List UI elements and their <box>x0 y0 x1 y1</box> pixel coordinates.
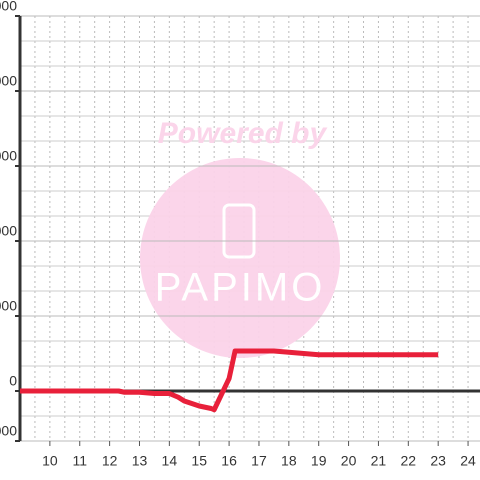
x-tick-label: 11 <box>72 453 87 469</box>
x-tick-label: 13 <box>132 453 148 469</box>
x-tick-label: 15 <box>191 453 207 469</box>
y-tick-label: -20,000 <box>0 423 17 439</box>
watermark-title: Powered by <box>158 117 328 150</box>
x-tick-label: 22 <box>401 453 417 469</box>
x-tick-label: 17 <box>251 453 267 469</box>
x-tick-label: 19 <box>311 453 327 469</box>
x-tick-label: 10 <box>42 453 58 469</box>
y-tick-label: 90,000 <box>0 148 17 164</box>
x-tick-label: 24 <box>460 453 476 469</box>
y-tick-label: 30,000 <box>0 298 17 314</box>
y-tick-label: 60,000 <box>0 223 17 239</box>
x-tick-label: 23 <box>430 453 446 469</box>
x-tick-label: 21 <box>371 453 387 469</box>
watermark-logo: PAPIMO <box>155 266 326 310</box>
data-line <box>20 348 439 413</box>
x-tick-label: 14 <box>162 453 178 469</box>
x-tick-label: 16 <box>221 453 237 469</box>
y-tick-label: 150,000 <box>0 0 17 14</box>
y-tick-label: 120,000 <box>0 73 17 89</box>
watermark: Powered by PAPIMO <box>140 117 340 358</box>
watermark-phone <box>222 203 256 259</box>
y-tick-label: 0 <box>9 373 17 389</box>
x-tick-label: 12 <box>102 453 118 469</box>
x-tick-label: 18 <box>281 453 297 469</box>
x-tick-label: 20 <box>341 453 357 469</box>
